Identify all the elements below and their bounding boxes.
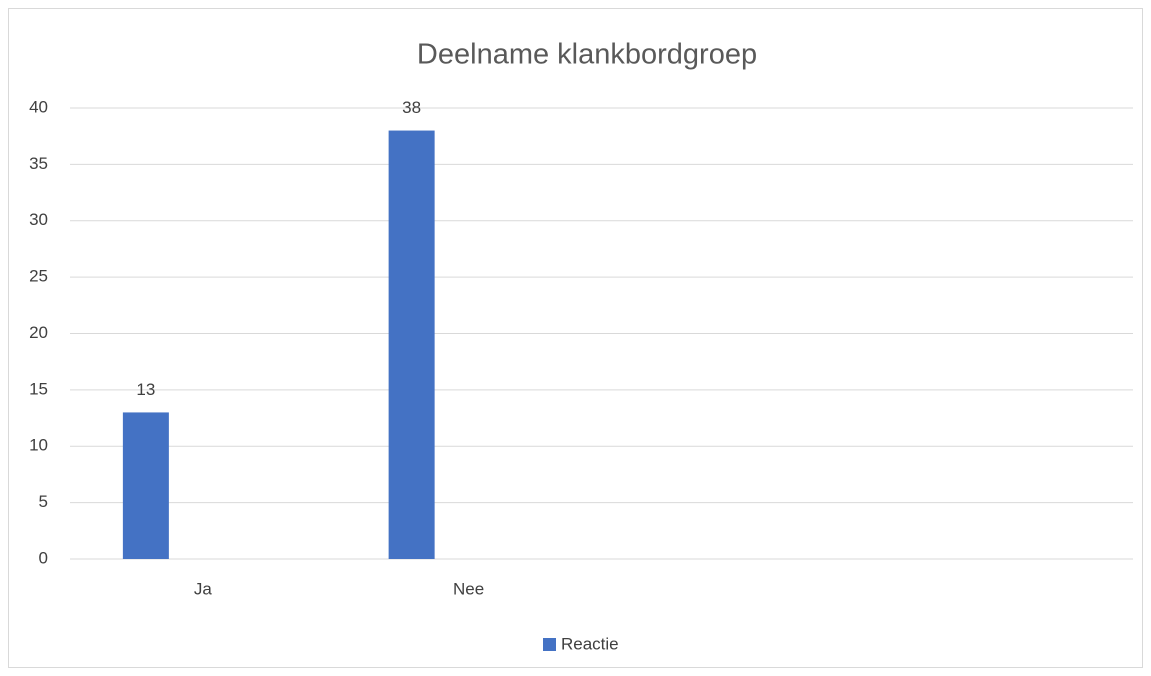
chart-border — [8, 8, 1143, 668]
legend-label: Reactie — [561, 634, 619, 653]
bar — [122, 412, 169, 559]
y-tick-label: 10 — [29, 436, 48, 455]
y-tick-label: 5 — [39, 492, 48, 511]
data-label: 38 — [402, 98, 421, 117]
y-tick-label: 35 — [29, 154, 48, 173]
y-tick-label: 25 — [29, 267, 48, 286]
y-tick-label: 15 — [29, 379, 48, 398]
chart-title: Deelname klankbordgroep — [417, 39, 757, 71]
x-tick-label: Ja — [194, 579, 213, 598]
legend-swatch — [543, 638, 556, 651]
data-label: 13 — [136, 380, 155, 399]
y-tick-label: 30 — [29, 210, 48, 229]
bar — [388, 130, 435, 560]
x-tick-label: Nee — [453, 579, 484, 598]
y-tick-label: 0 — [39, 548, 48, 567]
y-tick-label: 40 — [29, 97, 48, 116]
y-tick-label: 20 — [29, 323, 48, 342]
